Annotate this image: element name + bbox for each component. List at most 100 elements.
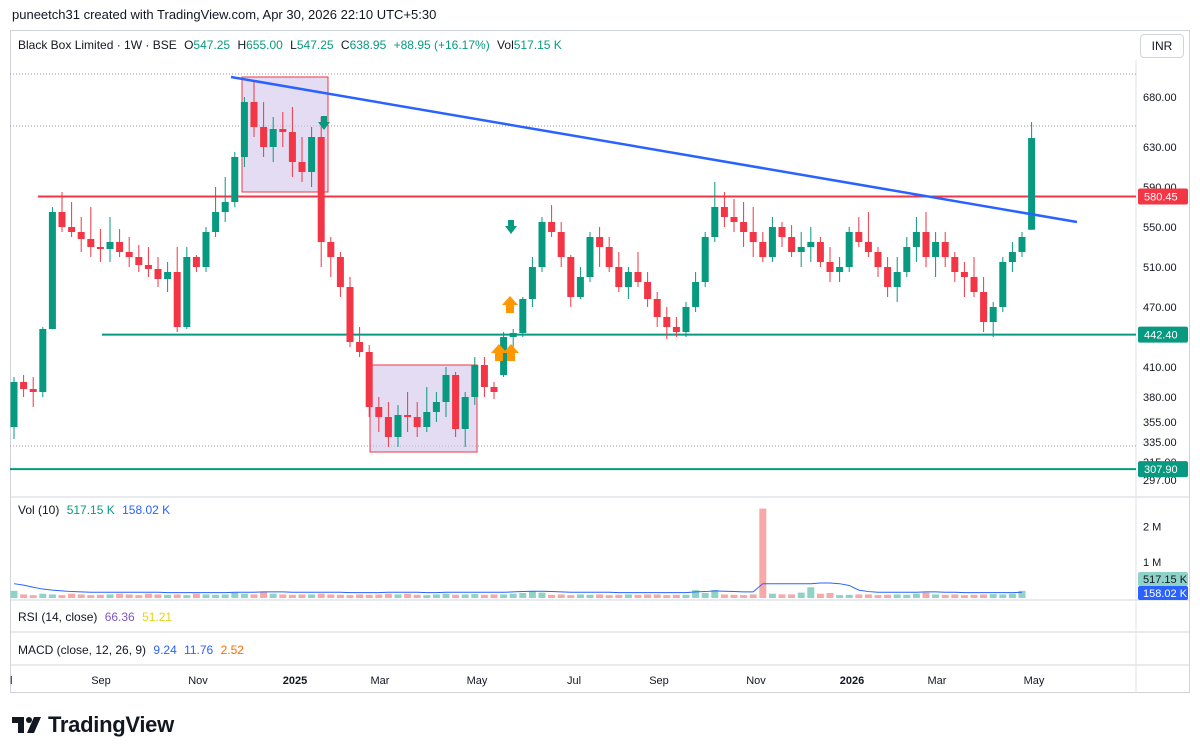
x-axis-tick-label: May — [1024, 675, 1045, 687]
candle-body — [797, 247, 805, 252]
price-label-badge — [1138, 188, 1188, 205]
candle-body — [212, 212, 220, 232]
macd-indicator-label[interactable]: MACD (close, 12, 26, 9) — [18, 643, 147, 657]
volume-bar — [596, 594, 604, 598]
volume-bar — [87, 595, 95, 598]
volume-bar — [288, 594, 296, 598]
volume-bar — [202, 594, 210, 598]
candle-body — [941, 242, 949, 257]
volume-bar — [644, 594, 652, 598]
volume-bar — [1008, 593, 1016, 598]
volume-bar — [394, 594, 402, 598]
y-axis-tick-label: 335.00 — [1143, 437, 1177, 449]
candle-body — [39, 329, 47, 392]
volume-bar — [221, 594, 229, 598]
rsi-indicator-value-1: 66.36 — [104, 610, 135, 624]
volume-bar — [855, 594, 863, 598]
volume-bar — [20, 594, 28, 598]
candle-body — [836, 267, 844, 272]
volume-bar — [480, 594, 488, 598]
rsi-indicator-label[interactable]: RSI (14, close) — [18, 610, 98, 624]
volume-bar — [711, 590, 719, 598]
symbol-title[interactable]: Black Box Limited · 1W · BSE — [18, 38, 177, 52]
volume-bar — [173, 594, 181, 598]
candle-body — [173, 272, 181, 327]
volume-bar — [116, 593, 124, 598]
low-value: 547.25 — [296, 38, 334, 52]
candle-body — [749, 232, 757, 242]
close-value: 638.95 — [349, 38, 387, 52]
volume-bar — [922, 592, 930, 598]
change-value: +88.95 (+16.17%) — [393, 38, 490, 52]
volume-bar — [941, 594, 949, 598]
volume-bar — [183, 595, 191, 598]
candle-body — [816, 242, 824, 262]
volume-bar — [279, 594, 287, 598]
volume-bar — [375, 594, 383, 598]
candle-body — [653, 299, 661, 317]
candle-body — [807, 242, 815, 247]
macd-indicator-value-2: 11.76 — [184, 643, 214, 657]
candle-body — [548, 222, 556, 232]
volume-bar — [672, 594, 680, 598]
x-axis-tick-label: Mar — [371, 675, 390, 687]
symbol-legend: Black Box Limited · 1W · BSE O547.25 H65… — [18, 38, 566, 52]
vol-indicator-label[interactable]: Vol (10) — [18, 503, 60, 517]
candle-body — [960, 272, 968, 277]
volume-bar — [836, 595, 844, 598]
double-up-arrow-left — [491, 344, 507, 361]
candle-body — [125, 252, 133, 257]
volume-bar — [308, 594, 316, 598]
vol-label: Vol — [497, 38, 514, 52]
y-axis-tick-label: 680.00 — [1143, 92, 1177, 104]
y-axis-tick-label: 410.00 — [1143, 362, 1177, 374]
open-label: O — [184, 38, 194, 52]
volume-bar — [298, 594, 306, 598]
candle-body — [288, 132, 296, 162]
volume-bar — [874, 595, 882, 598]
volume-bar — [509, 593, 517, 598]
volume-bar — [471, 594, 479, 598]
volume-bar — [77, 594, 85, 598]
volume-bar — [912, 593, 920, 598]
volume-bar — [231, 592, 239, 598]
volume-bar — [519, 592, 527, 598]
volume-bar — [980, 594, 988, 598]
candle-body — [135, 257, 143, 265]
candle-body — [903, 247, 911, 272]
volume-bar — [548, 594, 556, 598]
volume-bar — [240, 593, 248, 598]
volume-bar — [154, 594, 162, 598]
candle-body — [711, 207, 719, 237]
volume-bar — [845, 594, 853, 598]
volume-bar — [624, 594, 632, 598]
x-axis-tick-label: 2026 — [840, 675, 864, 687]
candle-body — [404, 415, 412, 417]
candle-body — [826, 262, 834, 272]
close-label: C — [340, 38, 350, 52]
x-axis-tick-label: Nov — [746, 675, 766, 687]
candle-body — [778, 227, 786, 237]
volume-ma-label-badge — [1138, 586, 1188, 600]
y-axis-tick-label: 510.00 — [1143, 262, 1177, 274]
volume-bar — [768, 593, 776, 598]
candle-body — [951, 257, 959, 272]
volume-bar — [557, 594, 565, 598]
candle-body — [567, 257, 575, 297]
candle-body — [58, 212, 66, 227]
candle-body — [183, 257, 191, 327]
volume-bar — [759, 508, 767, 598]
volume-ma-label-text: 158.02 K — [1143, 588, 1188, 600]
price-label-text: 307.90 — [1144, 464, 1178, 476]
consolidation-box-bottom — [369, 364, 478, 453]
candle-body — [336, 257, 344, 287]
volume-bar — [423, 595, 431, 598]
macd-indicator-value-3: 2.52 — [220, 643, 244, 657]
candle-body — [605, 247, 613, 267]
candle-body — [260, 127, 268, 147]
currency-button[interactable]: INR — [1140, 34, 1184, 58]
candle-body — [634, 272, 642, 282]
candle-body — [20, 382, 28, 389]
volume-bar — [903, 594, 911, 598]
